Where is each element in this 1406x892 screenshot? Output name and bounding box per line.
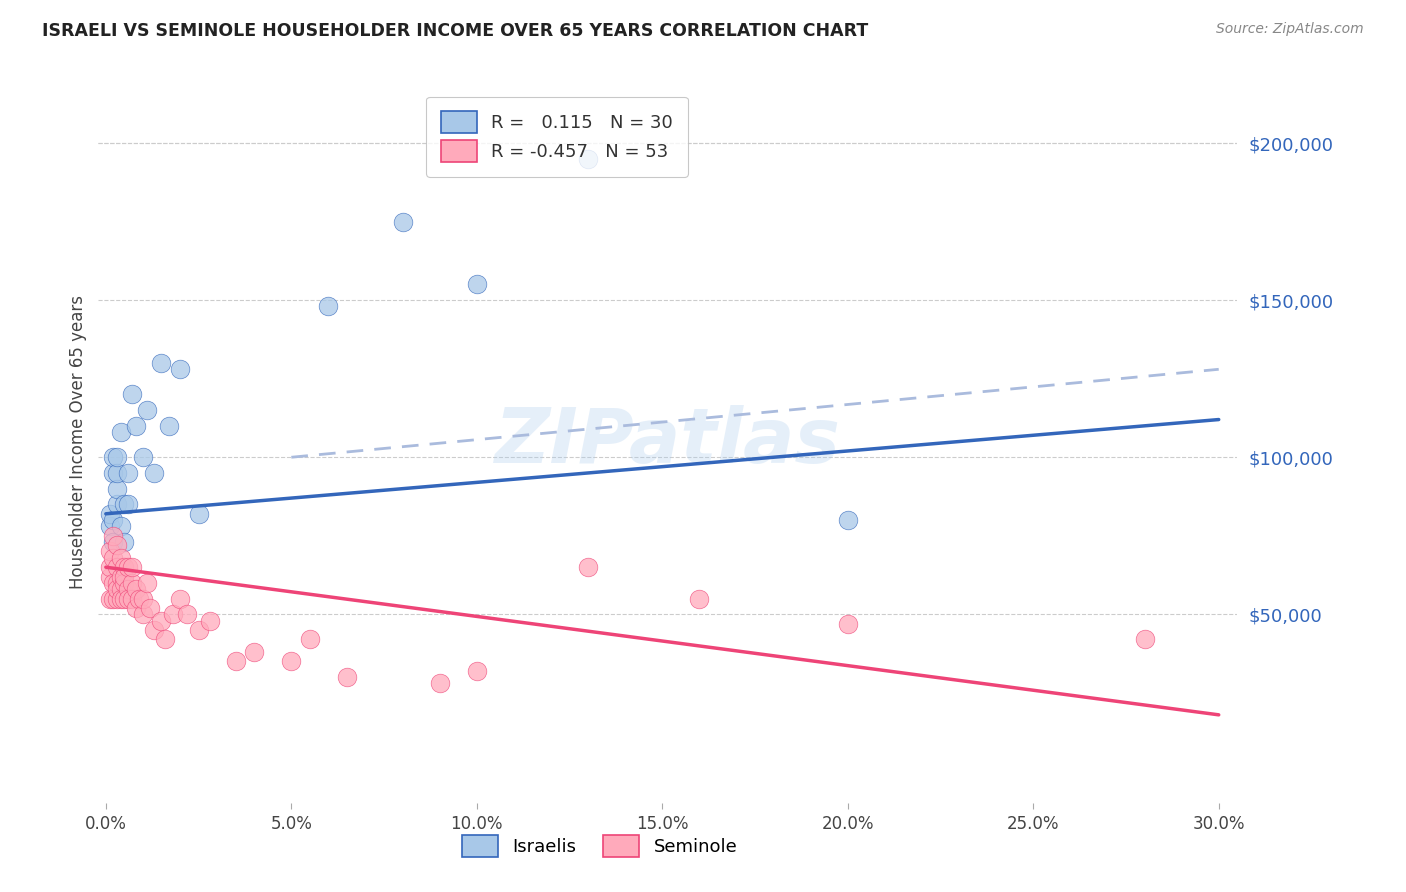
Point [117,560,139,574]
Point [98,544,121,558]
Point [169,362,191,376]
Point [688,591,710,606]
Point [105,482,128,496]
Point [176,607,198,622]
Point [103,550,125,565]
Point [110,425,132,439]
Point [198,614,221,628]
Point [121,575,143,590]
Point [465,664,488,678]
Point [135,575,157,590]
Point [187,507,209,521]
Point [117,466,139,480]
Point [132,450,155,465]
Point [103,450,125,465]
Point [105,560,128,574]
Point [135,403,157,417]
Point [128,591,150,606]
Point [112,591,135,606]
Point [110,591,132,606]
Text: ISRAELI VS SEMINOLE HOUSEHOLDER INCOME OVER 65 YEARS CORRELATION CHART: ISRAELI VS SEMINOLE HOUSEHOLDER INCOME O… [42,22,869,40]
Point [318,300,340,314]
Point [465,277,488,292]
Point [110,582,132,597]
Point [105,450,128,465]
Point [280,655,302,669]
Point [105,591,128,606]
Y-axis label: Householder Income Over 65 years: Householder Income Over 65 years [69,294,87,589]
Point [121,560,143,574]
Point [837,616,859,631]
Point [143,466,166,480]
Point [112,535,135,549]
Point [150,614,173,628]
Point [162,607,184,622]
Text: Source: ZipAtlas.com: Source: ZipAtlas.com [1216,22,1364,37]
Point [298,632,321,647]
Point [103,535,125,549]
Point [139,601,162,615]
Point [124,582,146,597]
Point [112,560,135,574]
Point [187,623,209,637]
Point [103,513,125,527]
Point [391,214,413,228]
Point [103,529,125,543]
Point [98,507,121,521]
Point [243,645,266,659]
Point [336,670,359,684]
Point [103,466,125,480]
Point [98,560,121,574]
Legend: Israelis, Seminole: Israelis, Seminole [453,826,747,866]
Point [124,601,146,615]
Point [157,418,180,433]
Point [837,513,859,527]
Point [98,591,121,606]
Point [429,676,451,690]
Point [225,655,247,669]
Point [105,466,128,480]
Point [117,591,139,606]
Point [576,560,599,574]
Point [98,569,121,583]
Point [117,497,139,511]
Point [150,356,173,370]
Point [121,387,143,401]
Point [169,591,191,606]
Point [103,591,125,606]
Point [105,497,128,511]
Point [103,575,125,590]
Point [1133,632,1156,647]
Text: ZIPatlas: ZIPatlas [495,405,841,478]
Point [112,569,135,583]
Point [110,550,132,565]
Point [143,623,166,637]
Point [132,591,155,606]
Point [117,582,139,597]
Point [105,582,128,597]
Point [112,497,135,511]
Point [105,575,128,590]
Point [110,569,132,583]
Point [105,538,128,552]
Point [124,418,146,433]
Point [576,152,599,166]
Point [98,519,121,533]
Point [153,632,176,647]
Point [112,575,135,590]
Point [121,591,143,606]
Point [132,607,155,622]
Point [110,519,132,533]
